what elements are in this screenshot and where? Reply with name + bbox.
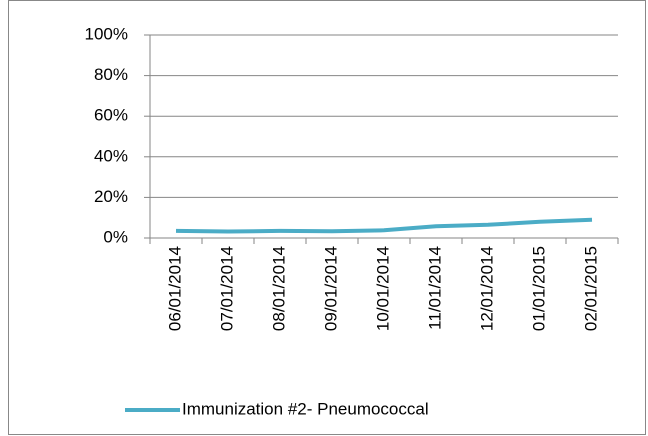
x-tick-label: 12/01/2014: [477, 246, 496, 331]
y-tick-label: 60%: [94, 106, 128, 125]
x-tick-label: 01/01/2015: [529, 246, 548, 331]
x-tick-label: 09/01/2014: [321, 246, 340, 331]
legend-label: Immunization #2- Pneumococcal: [182, 399, 429, 418]
x-tick-label: 06/01/2014: [165, 246, 184, 331]
x-tick-label: 11/01/2014: [425, 246, 444, 330]
y-tick-label: 0%: [103, 227, 128, 246]
x-tick-label: 07/01/2014: [217, 246, 236, 331]
y-tick-label: 20%: [94, 187, 128, 206]
y-tick-label: 100%: [85, 24, 128, 43]
x-tick-label: 08/01/2014: [269, 246, 288, 331]
series-line: [175, 217, 593, 234]
y-tick-label: 80%: [94, 65, 128, 84]
chart-frame: [8, 0, 646, 435]
x-tick-label: 02/01/2015: [581, 246, 600, 331]
x-tick-label: 10/01/2014: [373, 246, 392, 331]
y-tick-label: 40%: [94, 146, 128, 165]
